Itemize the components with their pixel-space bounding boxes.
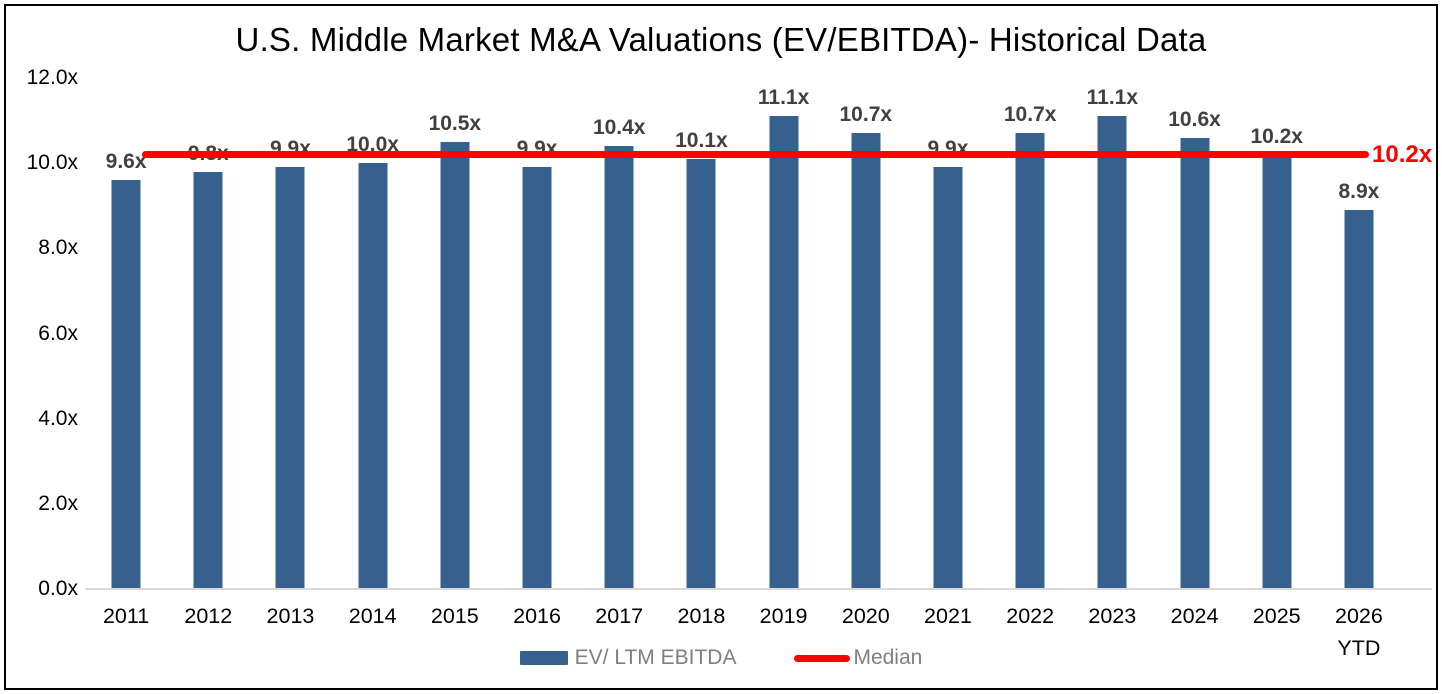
bar bbox=[1262, 154, 1292, 589]
x-axis-label: 2018 bbox=[677, 604, 726, 628]
bar-slot: 9.9x bbox=[907, 78, 989, 589]
x-axis-label: 2011 bbox=[102, 604, 150, 628]
legend-bar-swatch bbox=[519, 651, 568, 665]
legend-item-median: Median bbox=[794, 646, 922, 670]
bar-slot: 10.4x bbox=[578, 78, 660, 589]
bar-value-label: 10.0x bbox=[346, 133, 399, 157]
bar bbox=[1097, 116, 1127, 589]
bar-slot: 10.1x bbox=[660, 78, 742, 589]
legend-label: EV/ LTM EBITDA bbox=[574, 646, 737, 669]
bar bbox=[769, 116, 799, 589]
bar bbox=[275, 167, 305, 589]
bar-value-label: 10.6x bbox=[1168, 107, 1221, 131]
bar-slot: 10.7x bbox=[825, 78, 907, 589]
bar bbox=[440, 141, 470, 589]
bar-slot: 10.6x bbox=[1153, 78, 1235, 589]
x-axis-label: 2021 bbox=[924, 604, 972, 628]
bar-value-label: 10.2x bbox=[1250, 124, 1303, 148]
x-axis-label: 2012 bbox=[184, 604, 233, 628]
bar-value-label: 9.6x bbox=[105, 150, 147, 174]
bar bbox=[111, 180, 141, 589]
x-axis-label: 2026 YTD bbox=[1334, 604, 1383, 660]
y-axis-tick: 2.0x bbox=[38, 491, 78, 515]
x-axis-labels: 2011 2012 2013 2014 2015 2016 2017 2018 2019 2020… bbox=[85, 600, 1400, 664]
bar bbox=[1015, 133, 1045, 589]
bar bbox=[1344, 210, 1374, 589]
legend-line-swatch bbox=[794, 654, 851, 662]
y-axis-tick: 8.0x bbox=[38, 236, 78, 260]
bar-value-label: 10.7x bbox=[1003, 103, 1057, 127]
bars-container: 9.6x9.8x9.9x10.0x10.5x9.9x10.4x10.1x11.1… bbox=[85, 78, 1400, 589]
x-axis-label: 2022 bbox=[1006, 604, 1055, 628]
bar bbox=[522, 167, 552, 589]
y-axis-tick: 10.0x bbox=[26, 151, 78, 175]
bar bbox=[851, 133, 881, 589]
bar-value-label: 10.5x bbox=[428, 111, 482, 135]
y-axis-tick: 0.0x bbox=[38, 577, 78, 600]
y-axis: 12.0x 10.0x 8.0x 6.0x 4.0x 2.0x 0.0x bbox=[0, 0, 78, 694]
bar bbox=[193, 171, 223, 589]
bar-value-label: 10.7x bbox=[839, 103, 893, 127]
y-axis-tick: 4.0x bbox=[38, 406, 78, 430]
x-axis-label: 2014 bbox=[348, 604, 397, 628]
bar-value-label: 10.1x bbox=[675, 128, 728, 152]
median-line bbox=[142, 151, 1369, 159]
x-axis-label: 2015 bbox=[430, 604, 479, 628]
bar-slot: 11.1x bbox=[743, 78, 825, 589]
bar-value-label: 11.1x bbox=[1086, 86, 1139, 110]
bar-slot: 9.8x bbox=[167, 78, 249, 589]
x-axis-label: 2017 bbox=[595, 604, 644, 628]
bar bbox=[933, 167, 963, 589]
x-axis-label: 2013 bbox=[266, 604, 315, 628]
bar-slot: 10.0x bbox=[332, 78, 414, 589]
bar-slot: 10.5x bbox=[414, 78, 496, 589]
bar bbox=[686, 158, 716, 589]
bar-slot: 10.7x bbox=[989, 78, 1071, 589]
bar-slot: 9.6x bbox=[85, 78, 167, 589]
legend-item-ev-ltm-ebitda: EV/ LTM EBITDA bbox=[519, 646, 737, 670]
x-axis-label: 2023 bbox=[1088, 604, 1137, 628]
bar-slot: 8.9x bbox=[1318, 78, 1400, 589]
bar bbox=[1180, 137, 1210, 589]
y-axis-tick: 12.0x bbox=[26, 66, 78, 89]
bar-slot: 10.2x bbox=[1236, 78, 1318, 589]
legend-label: Median bbox=[853, 646, 923, 669]
median-value-label: 10.2x bbox=[1372, 140, 1433, 168]
y-axis-tick: 6.0x bbox=[38, 321, 78, 345]
x-axis-label: 2024 bbox=[1170, 604, 1219, 628]
x-axis-label: 2016 bbox=[513, 604, 561, 628]
x-axis-label: 2020 bbox=[841, 604, 890, 628]
bar-value-label: 10.4x bbox=[592, 116, 646, 140]
bar-slot: 11.1x bbox=[1071, 78, 1153, 589]
bar-value-label: 8.9x bbox=[1338, 180, 1380, 204]
bar bbox=[358, 163, 388, 589]
x-axis-line bbox=[85, 588, 1432, 590]
chart-title: U.S. Middle Market M&A Valuations (EV/EB… bbox=[235, 21, 1207, 58]
x-axis-label: 2025 bbox=[1252, 604, 1301, 628]
bar-value-label: 11.1x bbox=[757, 86, 810, 110]
x-axis-label: 2019 bbox=[759, 604, 808, 628]
bar bbox=[604, 146, 634, 589]
legend: EV/ LTM EBITDA Median bbox=[0, 642, 1442, 674]
